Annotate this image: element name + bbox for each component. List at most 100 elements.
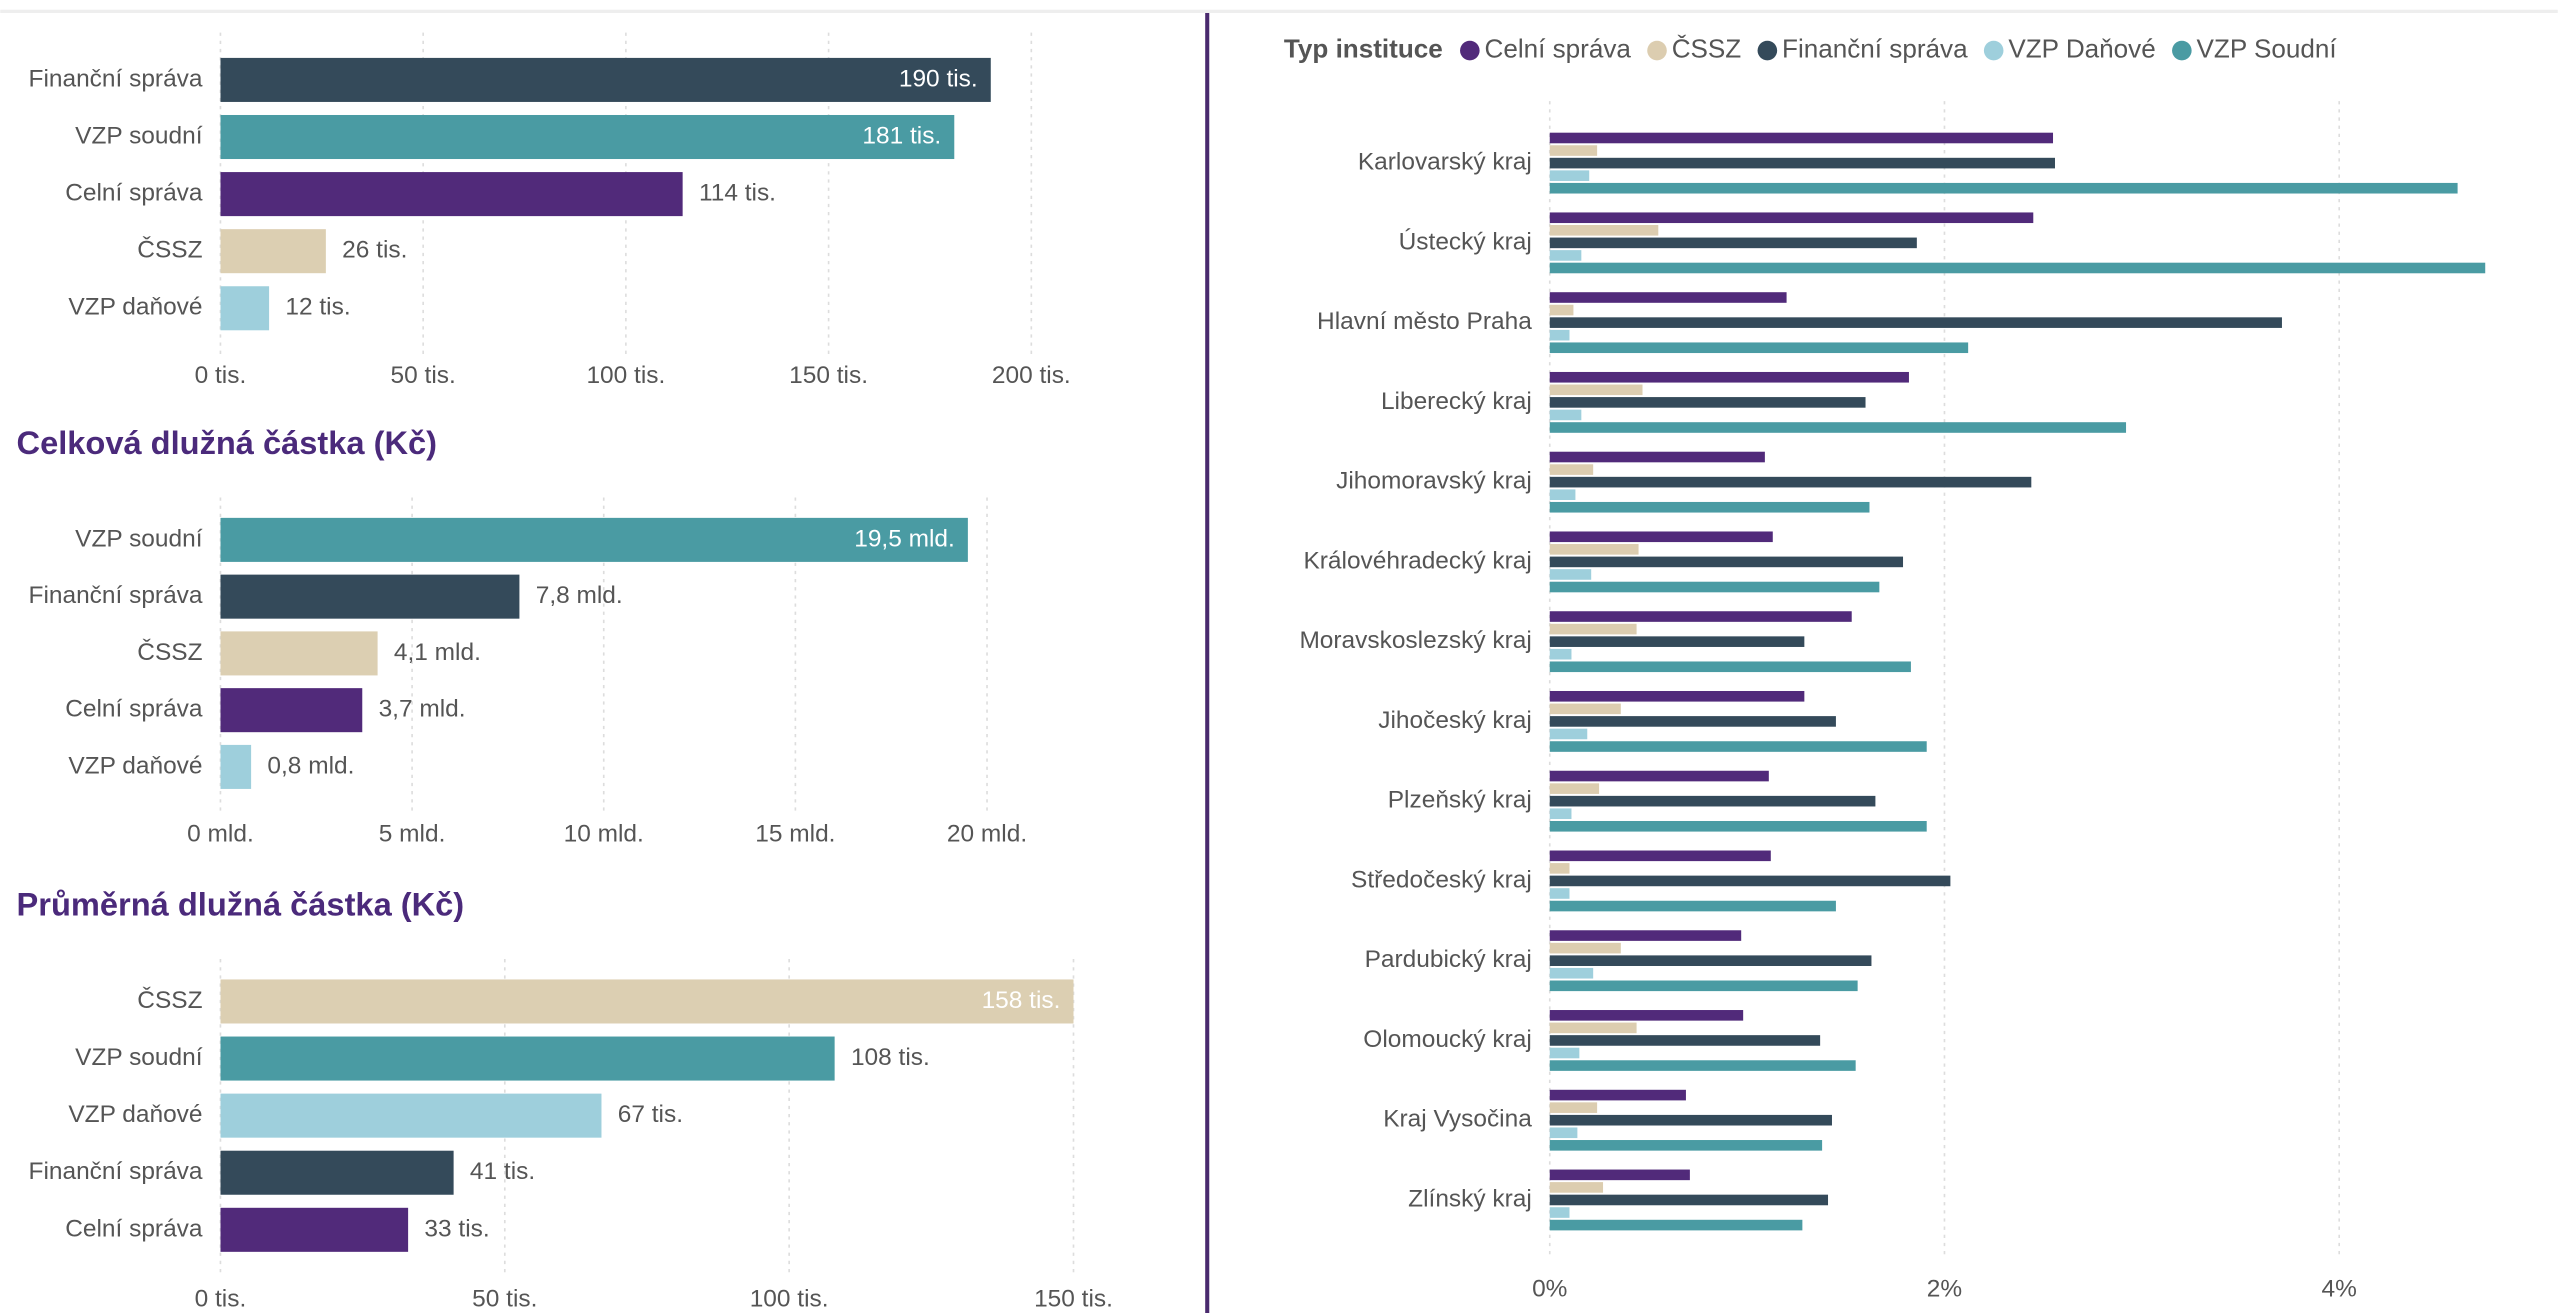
value-label: 12 tis.: [285, 294, 350, 321]
bar: [1549, 157, 2055, 169]
bar: [1549, 741, 1927, 752]
value-label: 108 tis.: [851, 1044, 930, 1071]
bar: [1549, 648, 1572, 660]
bar: [1549, 623, 1637, 635]
value-label: 190 tis.: [899, 65, 978, 92]
bar: [1549, 1047, 1580, 1059]
legend-marker: [1757, 40, 1778, 61]
bar: [1549, 1035, 1821, 1046]
category-label: Liberecký kraj: [1381, 388, 1532, 415]
x-tick-label: 0 tis.: [195, 362, 247, 389]
value-label: 19,5 mld.: [854, 525, 955, 552]
bar: [1549, 661, 1911, 673]
bar: [1549, 384, 1643, 396]
bar: [1549, 783, 1600, 794]
legend-label: VZP Daňové: [2008, 33, 2155, 63]
category-label: Ústecký kraj: [1399, 228, 1532, 255]
bar: [220, 229, 326, 274]
bar: [1549, 397, 1866, 408]
category-label: VZP soudní: [75, 122, 203, 149]
bar: [1549, 703, 1621, 715]
bar: [1549, 342, 1969, 354]
category-label: ČSSZ: [137, 986, 202, 1014]
value-label: 4,1 mld.: [394, 639, 481, 666]
bar: [220, 517, 968, 562]
bar: [1549, 955, 1872, 966]
bar: [220, 688, 363, 733]
bar: [1549, 1127, 1578, 1139]
value-label: 3,7 mld.: [379, 696, 466, 723]
legend-marker: [1983, 40, 2004, 61]
bar: [1549, 1089, 1686, 1101]
x-tick-label: 50 tis.: [472, 1285, 537, 1312]
bar: [1549, 808, 1572, 820]
bar: [1549, 1182, 1604, 1193]
bar: [220, 114, 955, 160]
bar: [1549, 900, 1836, 912]
bar: [220, 286, 270, 331]
bar: [220, 1207, 409, 1252]
x-tick-label: 100 tis.: [750, 1285, 829, 1312]
category-label: Finanční správa: [29, 1158, 203, 1185]
bar: [1549, 556, 1904, 568]
category-label: Olomoucký kraj: [1363, 1026, 1532, 1053]
bar: [1549, 1207, 1570, 1218]
bar: [1549, 875, 1951, 887]
bar: [220, 574, 520, 619]
bar: [1549, 317, 2282, 328]
category-label: VZP daňové: [68, 294, 202, 321]
bar: [220, 979, 1074, 1024]
legend-label: Celní správa: [1485, 33, 1632, 63]
bar: [1549, 1010, 1744, 1021]
category-label: VZP soudní: [75, 525, 203, 552]
bar: [1549, 237, 1917, 249]
bar: [1549, 1060, 1856, 1071]
category-label: Plzeňský kraj: [1388, 787, 1532, 814]
bar: [1549, 770, 1769, 782]
category-label: Celní správa: [65, 1215, 203, 1242]
bar: [1549, 544, 1639, 555]
bar: [1549, 422, 2127, 433]
x-tick-label: 5 mld.: [379, 821, 446, 848]
bar: [1549, 569, 1592, 580]
legend-marker: [2172, 40, 2192, 61]
category-label: Hlavní město Praha: [1317, 308, 1532, 335]
bar: [1549, 1022, 1637, 1034]
x-tick-label: 0 tis.: [195, 1285, 247, 1312]
category-label: VZP soudní: [75, 1044, 203, 1071]
category-label: Karlovarský kraj: [1358, 149, 1532, 176]
bar: [1549, 262, 2486, 274]
bar: [1549, 489, 1576, 501]
x-tick-label: 2%: [1927, 1276, 1962, 1303]
bar: [1549, 1219, 1803, 1231]
category-label: Jihomoravský kraj: [1336, 468, 1532, 495]
bar: [220, 57, 991, 102]
category-label: Středočeský kraj: [1351, 866, 1532, 893]
bar: [1549, 409, 1582, 421]
bar: [1549, 531, 1773, 543]
chart-title: Celková dlužná částka (Kč): [17, 424, 437, 461]
bar: [1549, 170, 1590, 181]
bar: [1549, 145, 1598, 156]
value-label: 114 tis.: [699, 180, 776, 207]
bar: [1549, 716, 1836, 727]
category-label: Finanční správa: [29, 582, 203, 609]
x-tick-label: 4%: [2322, 1276, 2357, 1303]
bar: [1549, 863, 1570, 874]
bar: [1549, 888, 1570, 899]
bar: [1549, 1140, 1823, 1151]
value-label: 0,8 mld.: [267, 752, 354, 779]
bar: [1549, 967, 1594, 979]
x-tick-label: 150 tis.: [1034, 1285, 1113, 1312]
bar: [1549, 942, 1621, 954]
bar: [220, 1093, 602, 1138]
value-label: 33 tis.: [424, 1215, 489, 1242]
bar: [220, 744, 252, 789]
bar: [1549, 371, 1909, 383]
category-label: ČSSZ: [137, 638, 202, 666]
bar: [1549, 501, 1870, 513]
bar: [1549, 1194, 1829, 1206]
bar: [1549, 930, 1742, 941]
